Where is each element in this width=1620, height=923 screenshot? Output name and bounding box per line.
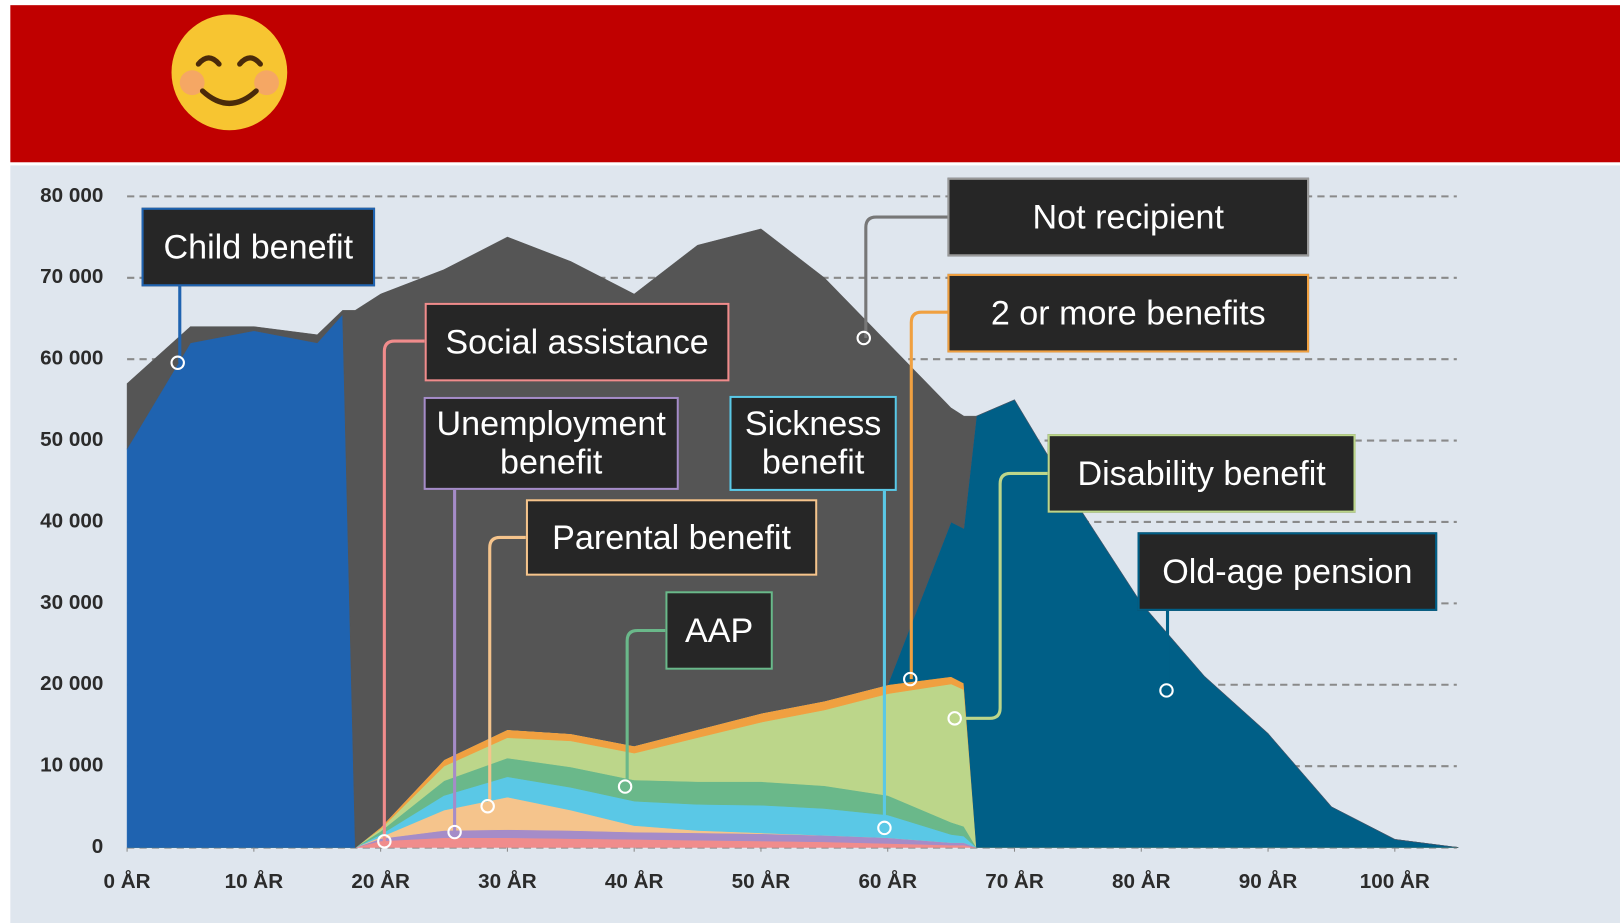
y-tick-label: 20 000	[40, 672, 103, 695]
legend-callout: Old-age pension	[1138, 532, 1438, 611]
legend-callout: AAP	[665, 591, 772, 670]
legend-callout: Unemployment benefit	[424, 397, 679, 490]
x-tick-label: 80 ÅR	[1112, 869, 1171, 893]
x-tick-label: 100 ÅR	[1360, 869, 1430, 893]
legend-callout: Disability benefit	[1048, 434, 1356, 513]
legend-callout: Child benefit	[142, 208, 376, 287]
x-tick-label: 40 ÅR	[605, 869, 664, 893]
y-tick-label: 10 000	[40, 754, 103, 777]
page: {"chart_data": {"type": "stacked-area", …	[0, 0, 1620, 923]
x-tick-label: 30 ÅR	[478, 869, 537, 893]
y-tick-label: 60 000	[40, 347, 103, 370]
y-tick-label: 70 000	[40, 265, 103, 288]
x-tick-label: 0 ÅR	[104, 869, 151, 893]
emoji	[172, 14, 288, 130]
screen: 0 10 000 20 000 30 000 40 000 50 000 60 000 70 …	[0, 0, 1620, 923]
x-tick-label: 50 ÅR	[732, 869, 791, 893]
legend-callout: Social assistance	[425, 303, 730, 382]
x-tick-label: 70 ÅR	[985, 869, 1044, 893]
x-tick-label: 10 ÅR	[225, 869, 284, 893]
legend-callout: Sickness benefit	[729, 396, 896, 491]
y-tick-label: 0	[92, 835, 103, 858]
y-tick-label: 50 000	[40, 428, 103, 451]
x-tick-label: 60 ÅR	[858, 869, 917, 893]
legend-callout: 2 or more benefits	[947, 274, 1309, 353]
y-tick-label: 40 000	[40, 509, 103, 532]
y-tick-label: 80 000	[40, 184, 103, 207]
y-tick-label: 30 000	[40, 591, 103, 614]
legend-callout: Parental benefit	[526, 499, 817, 575]
legend-callout: Not recipient	[947, 178, 1309, 257]
x-tick-label: 20 ÅR	[351, 869, 410, 893]
x-tick-label: 90 ÅR	[1239, 869, 1298, 893]
